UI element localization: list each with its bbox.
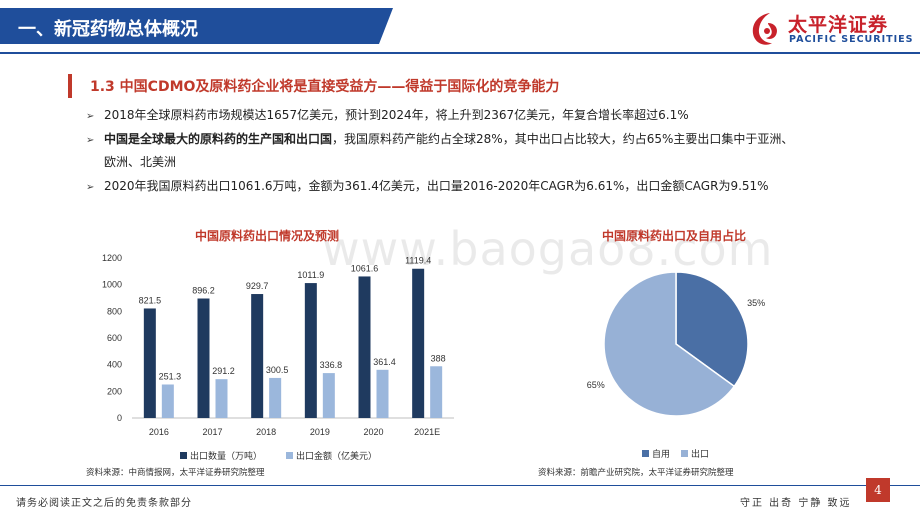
bar-export-quantity [358, 276, 371, 418]
logo-mark-icon [752, 13, 778, 45]
logo-chinese-name: 太平洋证券 [788, 14, 889, 36]
pie-slice [603, 271, 736, 417]
legend-swatch-amount [286, 452, 293, 459]
bar-legend-qty-label: 出口数量（万吨） [190, 452, 263, 462]
bar-data-label: 291.2 [212, 366, 235, 376]
bullet-2-text: ，我国原料药产能约占全球28%，其中出口占比较大，约占65%主要出口集中于亚洲、 [332, 132, 794, 146]
pie-legend-item-export: 出口 [681, 447, 709, 460]
left-source-note: 资料来源：中商情报网，太平洋证券研究院整理 [86, 468, 265, 478]
bar-data-label: 388 [431, 353, 446, 363]
right-source-note: 资料来源：前瞻产业研究院，太平洋证券研究院整理 [538, 468, 734, 478]
bar-export-amount [430, 366, 443, 418]
legend-swatch-self [642, 450, 649, 457]
y-tick-label: 200 [107, 386, 122, 396]
bar-data-label: 1011.9 [297, 270, 324, 280]
bar-export-quantity [412, 268, 425, 418]
bar-export-quantity [304, 283, 317, 418]
watermark: www.baogao8.com [322, 222, 774, 276]
legend-swatch-qty [180, 452, 187, 459]
bar-chart: 0 200 400 600 800 1000 1200 2016 821.5 251.3 2017 8… [102, 253, 454, 437]
bar-data-label: 361.4 [373, 357, 396, 367]
bar-export-amount [161, 384, 174, 418]
brand-logo: 太平洋证券 PACIFIC SECURITIES [748, 9, 916, 49]
y-tick-label: 1200 [102, 253, 122, 263]
y-tick-label: 0 [117, 413, 122, 423]
bar-export-quantity [251, 294, 264, 418]
bullet-arrow-icon: ➢ [86, 182, 95, 193]
bar-data-label: 1061.6 [351, 263, 379, 273]
pie-chart-title: 中国原料药出口及自用占比 [602, 229, 747, 243]
pie-slice-label: 65% [587, 380, 605, 390]
header-title: 一、新冠药物总体概况 [18, 19, 198, 40]
bar-export-amount [376, 369, 389, 418]
bar-data-label: 929.7 [246, 281, 269, 291]
bar-export-quantity [143, 308, 156, 418]
bar-chart-title: 中国原料药出口情况及预测 [195, 229, 340, 243]
bar-legend-item-amount: 出口金额（亿美元） [286, 449, 377, 462]
bullet-3: ➢ 2020年我国原料药出口1061.6万吨，金额为361.4亿美元，出口量201… [86, 177, 769, 197]
footer-motto: 守正 出奇 宁静 致远 [740, 498, 852, 509]
bar-data-label: 336.8 [320, 360, 343, 370]
bullet-2-bold: 中国是全球最大的原料药的生产国和出口国 [104, 132, 333, 146]
bar-data-label: 1119.4 [405, 256, 431, 266]
bar-data-label: 300.5 [266, 365, 289, 375]
bullet-arrow-icon: ➢ [86, 135, 95, 146]
x-tick-label: 2020 [363, 427, 383, 437]
pie-legend-self-label: 自用 [652, 450, 671, 460]
header-banner: 一、新冠药物总体概况 [0, 8, 393, 44]
bullet-2-continuation: 欧洲、北美洲 [104, 155, 177, 169]
bullet-2: ➢ 中国是全球最大的原料药的生产国和出口国，我国原料药产能约占全球28%，其中出口… [86, 130, 793, 150]
x-tick-label: 2017 [202, 427, 222, 437]
pie-legend-item-self: 自用 [642, 447, 670, 460]
x-tick-label: 2019 [310, 427, 330, 437]
footer-disclaimer: 请务必阅读正文之后的免责条款部分 [16, 498, 192, 509]
bullet-3-text: 2020年我国原料药出口1061.6万吨，金额为361.4亿美元，出口量2016… [104, 179, 769, 193]
bullet-arrow-icon: ➢ [86, 111, 95, 122]
footer-divider [0, 485, 920, 486]
bar-export-amount [269, 377, 282, 418]
bar-legend-item-qty: 出口数量（万吨） [180, 449, 262, 462]
logo-english-name: PACIFIC SECURITIES [789, 34, 914, 45]
bullet-1: ➢ 2018年全球原料药市场规模达1657亿美元，预计到2024年，将上升到236… [86, 106, 689, 126]
x-tick-label: 2021E [414, 427, 440, 437]
bar-legend-amount-label: 出口金额（亿美元） [296, 452, 378, 462]
y-tick-label: 1000 [102, 280, 122, 290]
x-tick-label: 2016 [149, 427, 169, 437]
bullet-1-text: 2018年全球原料药市场规模达1657亿美元，预计到2024年，将上升到2367… [104, 108, 689, 122]
y-tick-label: 600 [107, 333, 122, 343]
bar-data-label: 251.3 [159, 371, 182, 381]
section-title: 1.3 中国CDMO及原料药企业将是直接受益方——得益于国际化的竞争能力 [90, 79, 560, 95]
x-tick-label: 2018 [256, 427, 276, 437]
page-number: 4 [866, 478, 890, 502]
bar-export-quantity [197, 298, 210, 418]
pie-legend-export-label: 出口 [691, 450, 710, 460]
y-tick-label: 800 [107, 306, 122, 316]
bar-export-amount [215, 379, 228, 418]
pie-slice [675, 271, 749, 388]
bar-export-amount [322, 373, 335, 418]
section-marker [68, 74, 72, 98]
bar-data-label: 896.2 [192, 286, 215, 296]
legend-swatch-export [681, 450, 688, 457]
bar-data-label: 821.5 [139, 295, 162, 305]
pie-slice-label: 35% [747, 298, 765, 308]
header-divider [0, 52, 920, 54]
y-tick-label: 400 [107, 360, 122, 370]
pie-chart: 35% 65% [587, 271, 765, 417]
